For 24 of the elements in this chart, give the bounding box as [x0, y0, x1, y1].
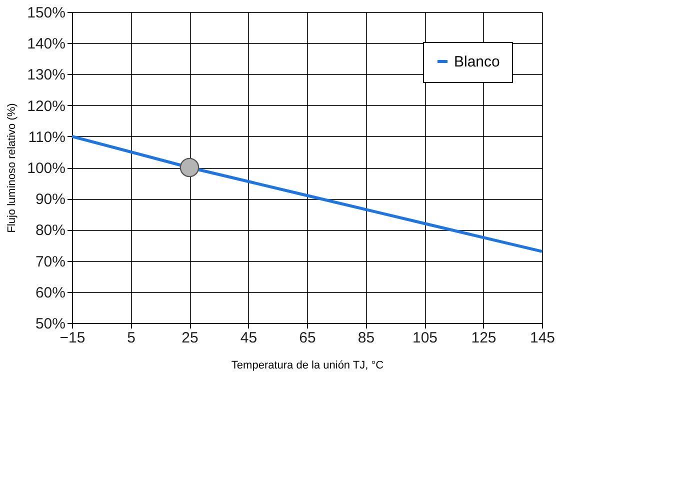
x-tick-label: 65 — [299, 330, 316, 346]
legend-label: Blanco — [454, 54, 500, 70]
y-tick-label: 120% — [27, 98, 66, 115]
y-tick-label: 70% — [35, 253, 66, 270]
y-axis-title: Flujo luminoso relativo (%) — [6, 103, 18, 233]
y-tick-label: 130% — [27, 66, 66, 84]
y-tick-label: 90% — [35, 191, 66, 208]
line-series — [70, 134, 544, 253]
y-tick-label: 50% — [35, 316, 66, 332]
x-tick-label: 125 — [471, 330, 496, 346]
x-tick-label: 5 — [127, 330, 136, 346]
x-tick-label: 145 — [530, 330, 556, 346]
x-axis-title: Temperatura de la unión TJ, °C — [231, 360, 384, 372]
x-tick-label: 25 — [182, 330, 198, 346]
y-tick-label: 110% — [28, 128, 66, 146]
y-tick-label: 150% — [27, 4, 66, 22]
x-tick-label: 85 — [358, 330, 375, 346]
y-tick-label: 140% — [27, 36, 66, 53]
y-tick-label: 100% — [27, 160, 66, 177]
x-tick-label: −15 — [60, 330, 86, 346]
x-tick-label: 45 — [240, 330, 258, 346]
y-tick-label: 80% — [35, 222, 66, 240]
x-tick-label: 105 — [412, 330, 438, 346]
y-tick-label: 60% — [35, 284, 66, 302]
